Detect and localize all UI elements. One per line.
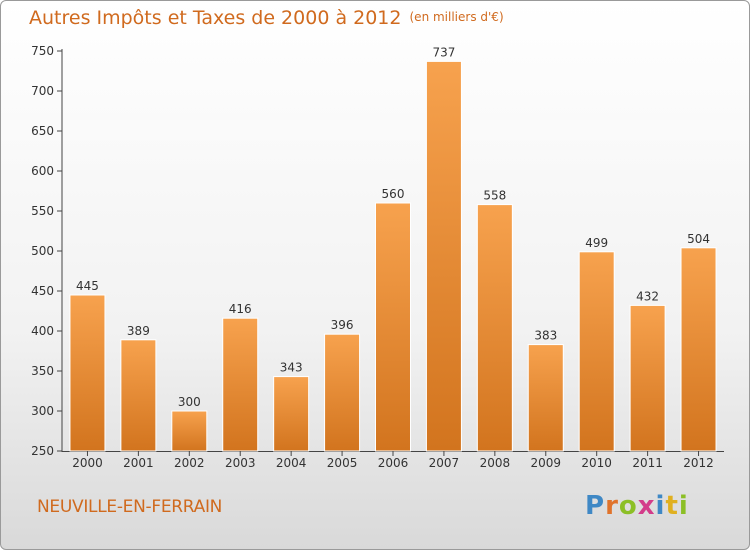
- y-tick-label: 550: [31, 204, 54, 218]
- x-tick-label-2011: 2011: [632, 456, 663, 470]
- bar-2004: [273, 376, 310, 452]
- data-label-2006: 560: [382, 187, 405, 201]
- y-tick-label: 350: [31, 364, 54, 378]
- x-tick-label-2008: 2008: [480, 456, 511, 470]
- x-tick-label-2005: 2005: [327, 456, 358, 470]
- x-tick-label-2009: 2009: [530, 456, 561, 470]
- chart-title: Autres Impôts et Taxes de 2000 à 2012 (en…: [29, 7, 504, 29]
- bar-2010: [578, 251, 615, 452]
- x-tick-label-2002: 2002: [174, 456, 205, 470]
- bar-2002: [171, 410, 208, 452]
- x-tick-label-2006: 2006: [378, 456, 409, 470]
- data-label-2004: 343: [280, 361, 303, 375]
- x-tick-label-2003: 2003: [225, 456, 256, 470]
- y-tick-label: 250: [31, 444, 54, 458]
- bar-2006: [375, 202, 411, 452]
- x-tick-label-2001: 2001: [123, 456, 154, 470]
- bar-2000: [69, 294, 106, 452]
- x-tick-label-2010: 2010: [581, 456, 612, 470]
- city-name: NEUVILLE-EN-FERRAIN: [37, 497, 223, 517]
- data-label-2009: 383: [534, 329, 557, 343]
- x-tick-label-2007: 2007: [429, 456, 460, 470]
- y-tick-label: 750: [31, 44, 54, 58]
- data-label-2012: 504: [687, 232, 710, 246]
- chart-unit: (en milliers d'€): [409, 10, 504, 24]
- bar-2003: [222, 317, 259, 452]
- y-tick-label: 600: [31, 164, 54, 178]
- data-label-2008: 558: [483, 189, 506, 203]
- data-label-2011: 432: [636, 289, 659, 303]
- data-label-2003: 416: [229, 302, 252, 316]
- y-tick-label: 450: [31, 284, 54, 298]
- y-tick-label: 650: [31, 124, 54, 138]
- data-label-2005: 396: [331, 318, 354, 332]
- y-tick-label: 500: [31, 244, 54, 258]
- data-label-2007: 737: [432, 45, 455, 59]
- bar-2007: [425, 60, 462, 452]
- bar-2012: [680, 247, 717, 452]
- y-tick-label: 400: [31, 324, 54, 338]
- x-tick-label-2000: 2000: [72, 456, 103, 470]
- proxiti-logo: Proxiti: [585, 491, 689, 521]
- bar-2008: [476, 204, 513, 452]
- x-tick-label-2004: 2004: [276, 456, 307, 470]
- bar-2009: [527, 344, 564, 452]
- bar-2005: [324, 333, 361, 452]
- x-tick-label-2012: 2012: [683, 456, 714, 470]
- data-label-2001: 389: [127, 324, 150, 338]
- y-tick-label: 300: [31, 404, 54, 418]
- data-label-2010: 499: [585, 236, 608, 250]
- data-label-2000: 445: [76, 279, 99, 293]
- bar-2011: [629, 304, 666, 452]
- bar-2001: [120, 339, 157, 452]
- data-label-2002: 300: [178, 395, 201, 409]
- y-tick-label: 700: [31, 84, 54, 98]
